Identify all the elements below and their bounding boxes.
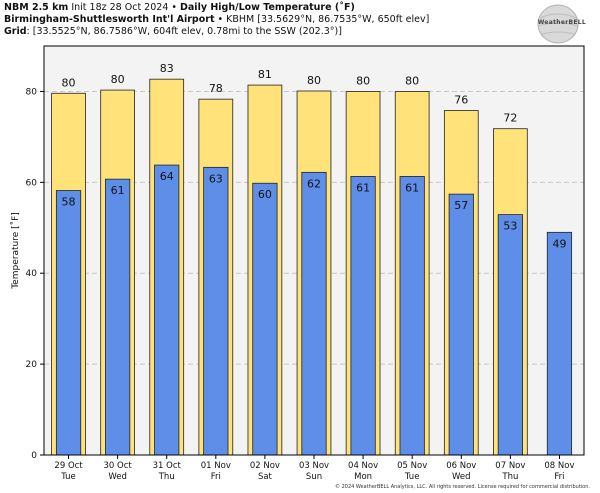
x-tick-date: 05 Nov	[397, 461, 427, 471]
logo-text: WeatherBELL	[537, 19, 586, 26]
x-tick-day: Tue	[60, 472, 76, 482]
x-tick-day: Mon	[354, 472, 372, 482]
y-tick-label: 80	[26, 87, 38, 97]
low-temp-bar	[203, 166, 229, 456]
x-tick-date: 01 Nov	[201, 461, 231, 471]
x-tick-day: Thu	[501, 472, 518, 482]
station-coords: • KBHM [33.5629°N, 86.7535°W, 650ft elev…	[214, 14, 430, 25]
low-temp-bar	[399, 176, 425, 456]
low-temp-label: 57	[454, 199, 468, 212]
x-tick-date: 30 Oct	[104, 461, 133, 471]
low-temp-bar	[497, 214, 523, 456]
low-temp-label: 58	[62, 196, 76, 209]
station-name: Birmingham-Shuttlesworth Int'l Airport	[4, 14, 215, 25]
globe-logo-icon	[537, 4, 579, 44]
low-temp-label: 61	[405, 181, 419, 194]
high-temp-label: 80	[62, 76, 76, 89]
x-tick-date: 29 Oct	[54, 461, 83, 471]
model-name: NBM 2.5 km	[4, 2, 69, 13]
header-line-1: NBM 2.5 km Init 18z 28 Oct 2024 • Daily …	[4, 2, 429, 14]
low-temp-label: 63	[209, 172, 223, 185]
low-temp-label: 61	[111, 184, 125, 197]
header-line-2: Birmingham-Shuttlesworth Int'l Airport •…	[4, 14, 429, 26]
high-temp-label: 72	[503, 112, 517, 125]
x-tick-date: 31 Oct	[153, 461, 182, 471]
low-temp-label: 60	[258, 188, 272, 201]
x-tick-day: Wed	[108, 472, 127, 482]
x-tick-date: 07 Nov	[495, 461, 525, 471]
grid-coords: : [33.5525°N, 86.7586°W, 604ft elev, 0.7…	[26, 26, 342, 37]
chart-header: NBM 2.5 km Init 18z 28 Oct 2024 • Daily …	[4, 2, 429, 38]
low-temp-bar	[154, 164, 180, 456]
high-temp-label: 83	[160, 62, 174, 75]
low-temp-bar	[546, 231, 573, 456]
low-temp-label: 64	[160, 170, 174, 183]
low-temp-label: 61	[356, 181, 370, 194]
y-axis-label: Temperature [˚F]	[10, 212, 21, 290]
low-temp-bar	[55, 190, 82, 456]
x-tick-date: 04 Nov	[348, 461, 378, 471]
low-temp-bar	[301, 171, 327, 456]
high-temp-label: 80	[111, 73, 125, 86]
low-temp-label: 53	[503, 220, 517, 233]
y-tick-label: 40	[26, 269, 38, 279]
high-temp-label: 80	[356, 74, 370, 87]
x-tick-day: Wed	[452, 472, 471, 482]
high-temp-label: 81	[258, 68, 272, 81]
x-tick-day: Sun	[306, 472, 322, 482]
x-tick-date: 03 Nov	[299, 461, 329, 471]
grid-label: Grid	[4, 26, 27, 37]
x-tick-day: Tue	[404, 472, 420, 482]
y-tick-label: 60	[26, 178, 38, 188]
low-temp-bar	[252, 182, 278, 456]
x-tick-date: 06 Nov	[446, 461, 476, 471]
x-tick-date: 08 Nov	[544, 461, 574, 471]
init-time: Init 18z 28 Oct 2024 •	[68, 2, 181, 13]
high-temp-label: 80	[307, 74, 321, 87]
x-tick-day: Thu	[158, 472, 175, 482]
x-tick-day: Sat	[258, 472, 273, 482]
low-temp-bar	[448, 193, 474, 456]
low-temp-label: 49	[552, 237, 566, 250]
high-temp-label: 78	[209, 82, 223, 95]
low-temp-bar	[105, 178, 131, 456]
chart-title: Daily High/Low Temperature (˚F)	[180, 2, 355, 13]
x-tick-day: Fri	[211, 472, 221, 482]
high-temp-label: 76	[454, 94, 468, 107]
low-temp-label: 62	[307, 177, 321, 190]
x-tick-day: Fri	[554, 472, 564, 482]
low-temp-bar	[350, 176, 376, 456]
y-tick-label: 20	[26, 360, 38, 370]
copyright-text: © 2024 WeatherBELL Analytics, LLC. All r…	[335, 484, 590, 490]
y-tick-label: 0	[31, 451, 37, 461]
high-temp-label: 80	[405, 74, 419, 87]
x-tick-date: 02 Nov	[250, 461, 280, 471]
plot-frame	[43, 45, 585, 456]
header-line-3: Grid: [33.5525°N, 86.7586°W, 604ft elev,…	[4, 26, 429, 38]
